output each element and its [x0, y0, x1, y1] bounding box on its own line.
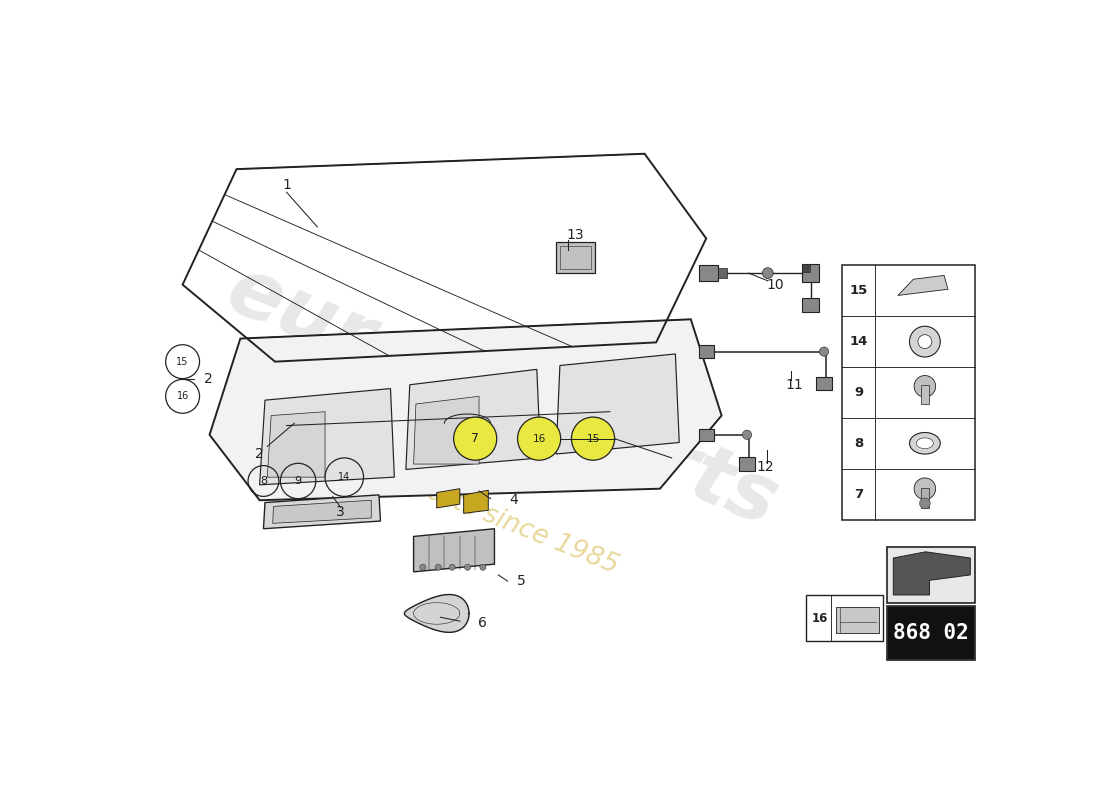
Bar [802, 298, 820, 311]
Polygon shape [893, 552, 970, 595]
Bar [802, 264, 810, 271]
Bar [560, 246, 591, 270]
Polygon shape [405, 594, 469, 632]
Ellipse shape [910, 433, 940, 454]
Text: 14: 14 [849, 335, 868, 348]
Bar [556, 242, 594, 273]
Text: 8: 8 [260, 476, 267, 486]
Text: a passion for parts since 1985: a passion for parts since 1985 [243, 406, 623, 579]
Text: 5: 5 [517, 574, 526, 588]
Circle shape [449, 564, 455, 570]
Polygon shape [898, 275, 948, 295]
Text: 868 02: 868 02 [893, 622, 969, 642]
Polygon shape [260, 389, 395, 485]
Bar [843, 266, 975, 519]
Bar [698, 266, 717, 281]
Polygon shape [264, 495, 381, 529]
Bar [921, 385, 928, 404]
Polygon shape [406, 370, 541, 470]
Text: 4: 4 [509, 494, 518, 507]
Circle shape [762, 268, 773, 278]
Text: 15: 15 [849, 284, 868, 298]
Circle shape [914, 478, 936, 499]
Text: 9: 9 [854, 386, 864, 399]
Circle shape [517, 417, 561, 460]
Polygon shape [414, 529, 495, 572]
Polygon shape [273, 500, 372, 523]
Polygon shape [209, 319, 722, 500]
Text: 16: 16 [532, 434, 546, 444]
Circle shape [480, 564, 486, 570]
Circle shape [453, 417, 497, 460]
Text: 12: 12 [757, 460, 774, 474]
Bar [739, 457, 755, 471]
Text: 15: 15 [176, 357, 189, 366]
Text: 7: 7 [471, 432, 480, 445]
Circle shape [914, 375, 936, 397]
Circle shape [820, 347, 828, 356]
Bar [887, 547, 975, 602]
Text: 2: 2 [204, 371, 212, 386]
Bar [802, 264, 820, 282]
Bar [698, 346, 714, 358]
Circle shape [464, 564, 471, 570]
Circle shape [420, 564, 426, 570]
Text: 9: 9 [295, 476, 301, 486]
Bar [921, 488, 928, 508]
Circle shape [917, 334, 932, 349]
Text: 10: 10 [767, 278, 784, 292]
Text: 14: 14 [338, 472, 351, 482]
Text: 13: 13 [566, 227, 584, 242]
Bar [816, 377, 832, 390]
Text: 1: 1 [282, 178, 292, 191]
Bar [806, 595, 883, 641]
Text: eurocarparts: eurocarparts [216, 250, 789, 542]
Polygon shape [267, 412, 326, 477]
Text: 2: 2 [255, 447, 264, 461]
Ellipse shape [916, 438, 933, 449]
Polygon shape [556, 354, 680, 454]
Text: 15: 15 [586, 434, 600, 444]
Polygon shape [437, 489, 460, 508]
Text: 16: 16 [176, 391, 189, 402]
Bar [887, 606, 975, 660]
Circle shape [572, 417, 615, 460]
Text: 3: 3 [337, 505, 344, 519]
Circle shape [742, 430, 751, 439]
Text: 11: 11 [785, 378, 804, 392]
Text: 8: 8 [854, 437, 864, 450]
Circle shape [910, 326, 940, 357]
Polygon shape [414, 396, 480, 464]
Text: 7: 7 [854, 487, 864, 501]
Text: 16: 16 [812, 611, 828, 625]
Bar [717, 268, 727, 278]
Circle shape [920, 498, 931, 509]
Text: 6: 6 [478, 617, 487, 630]
Circle shape [436, 564, 441, 570]
Bar [698, 429, 714, 441]
Polygon shape [836, 606, 880, 634]
Polygon shape [464, 490, 488, 514]
